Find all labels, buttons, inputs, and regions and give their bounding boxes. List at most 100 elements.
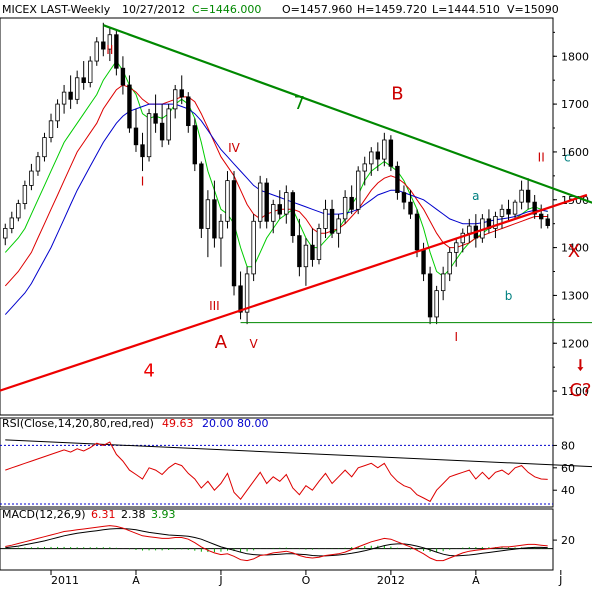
candle-body bbox=[290, 192, 296, 237]
candle-body bbox=[42, 137, 47, 158]
ma_fast-line bbox=[4, 60, 548, 277]
candle-body bbox=[159, 122, 165, 141]
candle-body bbox=[375, 151, 381, 160]
candle-body bbox=[238, 285, 243, 313]
header-symbol: MICEX LAST-Weekly bbox=[2, 3, 111, 16]
wave-label: III bbox=[209, 299, 220, 313]
candle-body bbox=[114, 34, 119, 69]
wave-label: I bbox=[454, 330, 458, 344]
header-open: O=1457.960 bbox=[282, 3, 352, 16]
candle-body bbox=[382, 139, 387, 160]
candle-body bbox=[460, 232, 465, 244]
macd-legend-hist: 3.93 bbox=[151, 508, 176, 521]
candle-body bbox=[9, 217, 15, 229]
candle-body bbox=[414, 213, 420, 251]
candle-body bbox=[218, 220, 224, 239]
wave-label: X bbox=[568, 241, 580, 262]
trendline-7 bbox=[102, 24, 592, 204]
candle-body bbox=[316, 228, 322, 260]
x-tick-label: A bbox=[132, 574, 140, 587]
candle-body bbox=[48, 120, 54, 138]
y-tick-label: 1700 bbox=[561, 98, 589, 111]
x-tick-label: 2012 bbox=[377, 574, 405, 587]
candle-body bbox=[166, 108, 171, 141]
macd-signal-line bbox=[5, 528, 548, 557]
candle-body bbox=[3, 228, 8, 239]
y-tick-label: 1800 bbox=[561, 50, 589, 63]
candle-body bbox=[179, 89, 184, 98]
candle-body bbox=[421, 249, 426, 275]
y-tick-label: 1200 bbox=[561, 337, 589, 350]
wave-label: IV bbox=[228, 141, 241, 155]
rsi-title-group: RSI(Close,14,20,80,red,red) 49.63 20.00 … bbox=[2, 417, 269, 430]
chart-header: MICEX LAST-Weekly 10/27/2012 C=1446.000 … bbox=[2, 3, 559, 16]
x-tick-label: J bbox=[558, 574, 562, 587]
candle-body bbox=[74, 77, 80, 100]
candle-body bbox=[127, 84, 132, 129]
wave-label: A bbox=[215, 332, 228, 353]
wave-label: C? bbox=[569, 380, 591, 401]
rsi-y-tick-label: 40 bbox=[561, 484, 575, 497]
macd-y-tick-label: 20 bbox=[561, 534, 575, 547]
macd-title-group: MACD(12,26,9) 6.31 2.38 3.93 bbox=[2, 508, 176, 521]
candle-body bbox=[186, 96, 191, 127]
rsi-legend-lower: 20.00 bbox=[202, 417, 234, 430]
candle-body bbox=[467, 225, 472, 234]
wave-label: 4 bbox=[143, 361, 154, 382]
macd-legend-signal: 2.38 bbox=[121, 508, 146, 521]
candle-body bbox=[244, 273, 250, 313]
rsi-y-tick-label: 60 bbox=[561, 462, 575, 475]
candle-body bbox=[427, 273, 433, 318]
candle-body bbox=[277, 204, 282, 215]
candle-body bbox=[120, 67, 126, 86]
rsi-line bbox=[5, 441, 548, 503]
header-high: H=1459.720 bbox=[357, 3, 427, 16]
candle-body bbox=[355, 170, 361, 210]
candle-body bbox=[362, 163, 367, 172]
candle-body bbox=[538, 213, 544, 220]
candle-body bbox=[512, 201, 518, 215]
candle-body bbox=[408, 201, 413, 215]
candle-body bbox=[153, 113, 158, 124]
candle-body bbox=[94, 41, 99, 62]
candle-body bbox=[401, 192, 407, 203]
candle-body bbox=[434, 290, 439, 318]
candle-body bbox=[342, 196, 348, 220]
candle-body bbox=[55, 103, 60, 122]
x-tick-label: O bbox=[302, 574, 311, 587]
macd-panel-frame bbox=[0, 508, 554, 571]
wave-label: c bbox=[564, 150, 571, 164]
candle-body bbox=[68, 91, 73, 100]
candle-body bbox=[16, 203, 21, 219]
header-date: 10/27/2012 bbox=[122, 3, 185, 16]
candle-body bbox=[388, 139, 394, 167]
wave-label: I bbox=[141, 174, 145, 188]
candle-body bbox=[231, 180, 237, 287]
y-tick-label: 1300 bbox=[561, 289, 589, 302]
rsi-trendline bbox=[5, 439, 592, 468]
candle-body bbox=[545, 218, 550, 226]
rsi-y-tick-label: 80 bbox=[561, 439, 575, 452]
main-panel-frame bbox=[0, 17, 554, 416]
wave-label: 7 bbox=[294, 93, 305, 114]
candle-body bbox=[146, 113, 152, 158]
candle-body bbox=[506, 208, 511, 215]
candle-body bbox=[225, 180, 230, 222]
rsi-panel-frame bbox=[0, 417, 554, 508]
candle-body bbox=[192, 125, 198, 165]
trendline-4 bbox=[0, 193, 588, 392]
candle-body bbox=[369, 151, 374, 165]
candle-body bbox=[303, 244, 309, 268]
candle-body bbox=[81, 77, 86, 83]
candle-body bbox=[35, 156, 41, 172]
candle-body bbox=[297, 235, 302, 268]
candle-body bbox=[61, 91, 67, 105]
candle-body bbox=[284, 192, 289, 215]
down-arrow-head bbox=[577, 367, 584, 372]
candle-body bbox=[271, 204, 276, 222]
header-volume: V=15090 bbox=[507, 3, 559, 16]
y-tick-label: 1400 bbox=[561, 242, 589, 255]
rsi-legend-upper: 80.00 bbox=[237, 417, 269, 430]
